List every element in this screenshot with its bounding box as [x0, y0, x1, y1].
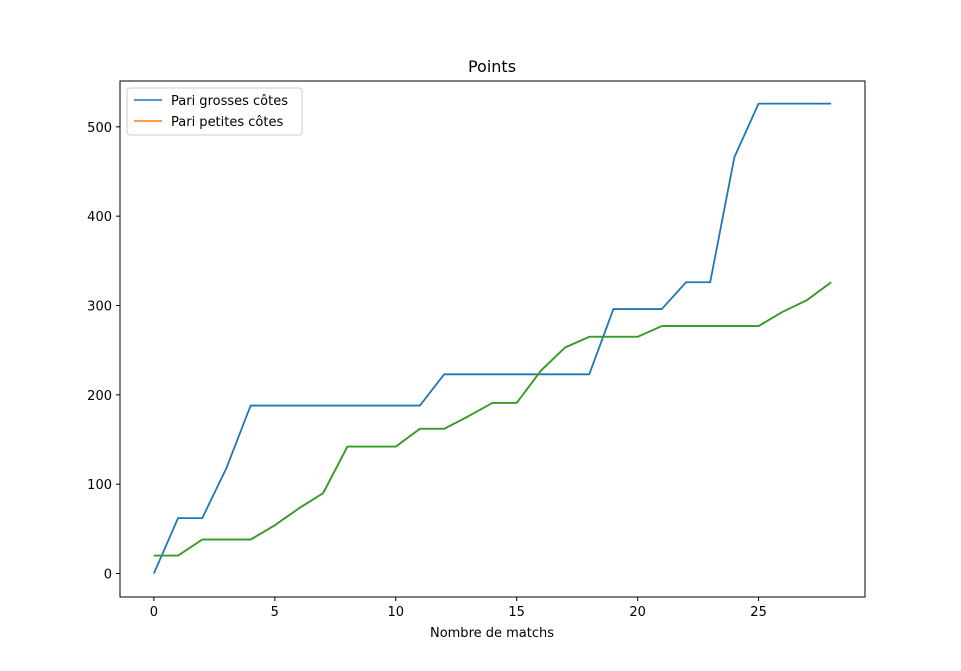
series-layer — [153, 102, 832, 574]
x-tick-label: 0 — [150, 605, 158, 620]
x-tick-label: 5 — [271, 605, 279, 620]
axes-layer: 0 5 10 15 20 25 0 100 200 300 400 500 — [87, 121, 767, 620]
x-tick-label: 25 — [750, 605, 767, 620]
x-tick-label: 10 — [387, 605, 404, 620]
y-tick-label: 500 — [87, 121, 112, 136]
chart-title: Points — [468, 57, 516, 76]
y-tick-label: 300 — [87, 299, 112, 314]
y-tick-label: 200 — [87, 389, 112, 404]
legend: Pari grosses côtes Pari petites côtes — [126, 87, 303, 136]
plot-frame — [119, 80, 866, 598]
x-axis-label: Nombre de matchs — [430, 626, 554, 641]
series-line-0 — [153, 102, 832, 574]
plot-area — [120, 81, 865, 597]
legend-label-series-0: Pari grosses côtes — [171, 94, 288, 109]
series-line-2 — [153, 281, 832, 557]
x-tick-label: 15 — [508, 605, 525, 620]
y-tick-label: 0 — [104, 568, 112, 583]
legend-label-series-1: Pari petites côtes — [171, 115, 283, 130]
legend-box — [126, 87, 303, 136]
y-tick-label: 100 — [87, 478, 112, 493]
x-tick-label: 20 — [629, 605, 646, 620]
y-tick-label: 400 — [87, 210, 112, 225]
